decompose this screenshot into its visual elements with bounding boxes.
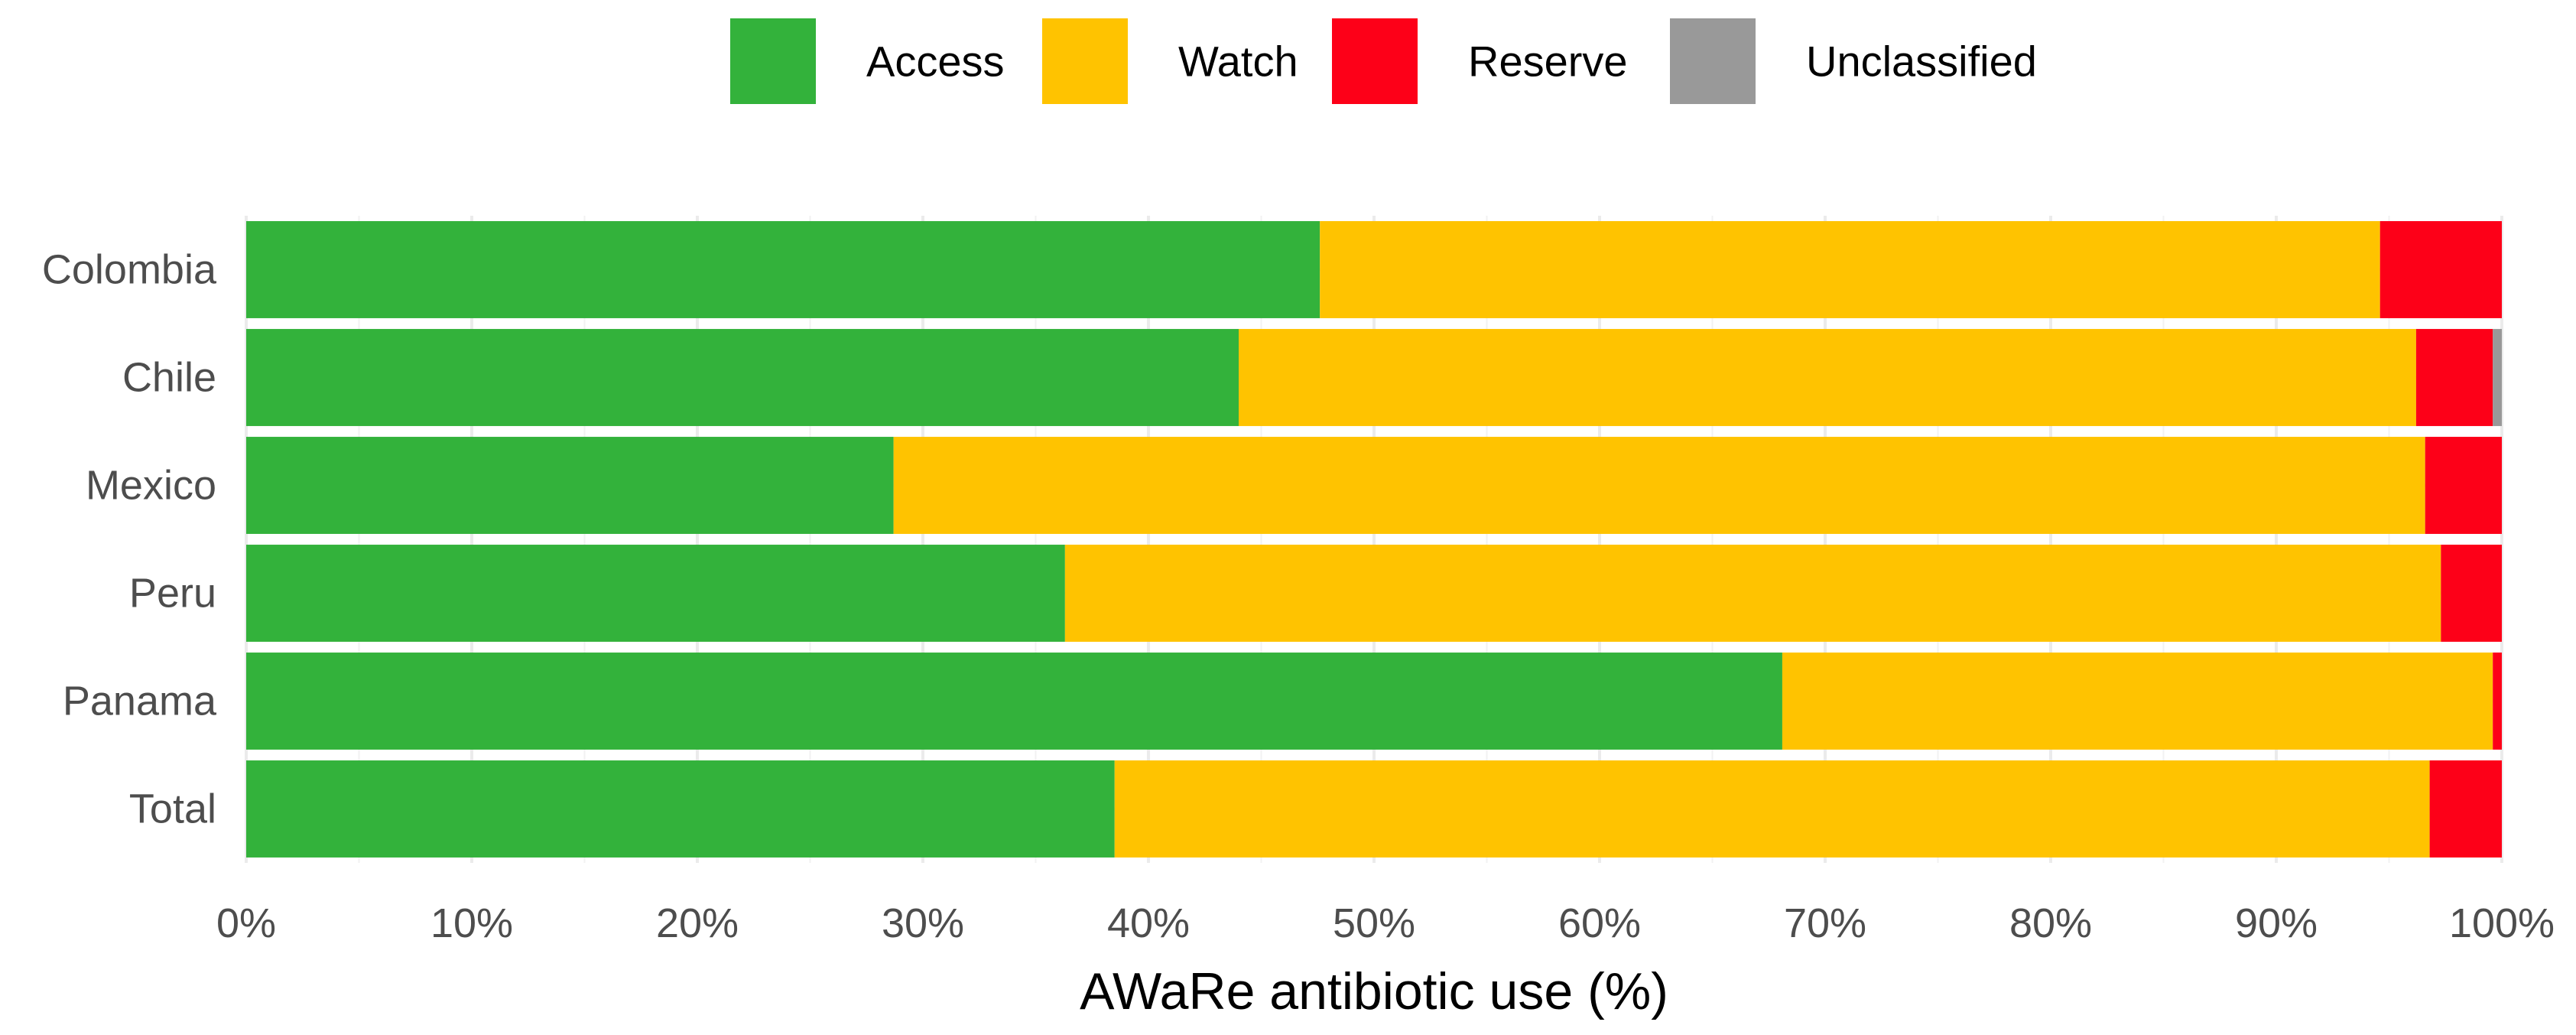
y-tick-label-panama: Panama [63, 679, 217, 724]
x-tick-label: 10% [430, 900, 513, 946]
y-axis-labels: Colombia Chile Mexico Peru Panama Total [42, 247, 217, 832]
legend-label-watch: Watch [1178, 37, 1298, 86]
bar-reserve-mexico [2425, 437, 2502, 534]
bar-reserve-colombia [2379, 221, 2502, 318]
x-axis-tick-labels: 0% 10% 20% 30% 40% 50% 60% 70% 80% 90% 100% [216, 900, 2555, 946]
x-tick-label: 30% [882, 900, 964, 946]
legend-label-access: Access [866, 37, 1005, 86]
x-tick-label: 50% [1333, 900, 1415, 946]
legend-key-watch [1042, 18, 1128, 104]
bar-access-chile [246, 329, 1239, 426]
legend-key-unclassified [1670, 18, 1756, 104]
x-axis-title: AWaRe antibiotic use (%) [1080, 962, 1668, 1020]
legend-label-unclassified: Unclassified [1806, 37, 2037, 86]
bar-stack [246, 221, 2502, 858]
bar-watch-mexico [893, 437, 2425, 534]
legend-key-access [730, 18, 816, 104]
x-tick-label: 40% [1107, 900, 1190, 946]
bar-watch-peru [1064, 545, 2441, 642]
bar-watch-chile [1239, 329, 2416, 426]
y-tick-label-total: Total [129, 786, 216, 832]
x-tick-label: 0% [216, 900, 276, 946]
bar-watch-colombia [1320, 221, 2380, 318]
bar-access-colombia [246, 221, 1320, 318]
y-tick-label-chile: Chile [122, 355, 216, 401]
legend: Access Watch Reserve Unclassified [730, 18, 2037, 104]
y-tick-label-peru: Peru [129, 571, 216, 617]
bar-watch-total [1114, 760, 2430, 858]
y-tick-label-mexico: Mexico [86, 463, 216, 509]
x-tick-label: 80% [2009, 900, 2092, 946]
bar-reserve-chile [2415, 329, 2493, 426]
bar-access-panama [246, 653, 1782, 750]
x-tick-label: 70% [1784, 900, 1866, 946]
bar-access-peru [246, 545, 1065, 642]
x-tick-label: 100% [2449, 900, 2555, 946]
bar-reserve-panama [2493, 653, 2502, 750]
bar-unclassified-chile [2493, 329, 2502, 426]
bar-access-mexico [246, 437, 894, 534]
bar-reserve-total [2429, 760, 2502, 858]
y-tick-label-colombia: Colombia [42, 247, 217, 293]
x-tick-label: 60% [1558, 900, 1641, 946]
bar-watch-panama [1782, 653, 2493, 750]
bar-access-total [246, 760, 1115, 858]
legend-label-reserve: Reserve [1468, 37, 1628, 86]
legend-key-reserve [1332, 18, 1418, 104]
x-tick-label: 90% [2235, 900, 2318, 946]
x-tick-label: 20% [656, 900, 739, 946]
bar-reserve-peru [2441, 545, 2502, 642]
